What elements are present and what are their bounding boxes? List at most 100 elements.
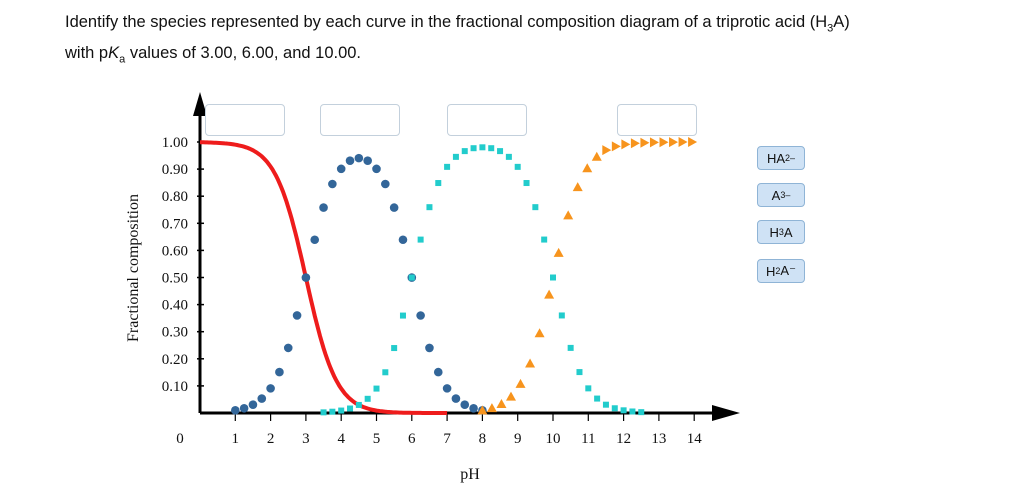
curve-point-series-3: [611, 405, 618, 412]
curve-point-series-2: [469, 403, 478, 413]
curve-point-series-3: [452, 153, 459, 160]
answer-chip-h2a[interactable]: H 2 A⁻: [757, 259, 805, 283]
answer-chip-ha2[interactable]: HA 2–: [757, 146, 805, 170]
chart-axes: [193, 92, 740, 421]
curve-point-series-4: [515, 378, 526, 388]
curve-point-series-2: [425, 343, 434, 353]
curve-point-series-3: [550, 274, 556, 281]
curve-point-series-4: [477, 405, 488, 415]
x-tick-label: 13: [651, 431, 666, 447]
curve-point-series-2: [266, 384, 275, 393]
curve-point-series-3: [576, 369, 583, 376]
y-axis-title: Fractional composition: [125, 194, 142, 342]
curve-point-series-4: [678, 137, 688, 148]
chart-ticks: 1.00 0.90 0.80 0.70 0.60 0.50 0.40 0.30 0.20 0.10…: [162, 135, 702, 447]
y-tick-label: 0.20: [162, 352, 188, 368]
y-tick-label: 0.90: [162, 162, 188, 178]
x-tick-label: 8: [479, 431, 487, 447]
curve-point-series-3: [444, 163, 451, 170]
question-line-2: with pKa values of 3.00, 6.00, and 10.00…: [65, 44, 362, 66]
drop-target-1[interactable]: [205, 104, 285, 136]
curve-line-series-1: [200, 140, 448, 415]
curve-point-series-3: [638, 409, 645, 416]
curve-point-series-4: [534, 328, 545, 338]
curve-point-series-4: [621, 139, 631, 150]
drop-target-4[interactable]: [617, 104, 697, 136]
drop-target-2[interactable]: [320, 104, 400, 136]
curve-point-series-3: [320, 409, 327, 416]
curve-point-series-2: [257, 394, 267, 403]
x-tick-label: 12: [616, 431, 631, 447]
curve-point-series-4: [611, 141, 621, 152]
x-tick-label: 3: [302, 431, 310, 447]
curve-point-series-3: [382, 369, 389, 376]
curve-point-series-3: [594, 395, 601, 402]
curve-point-series-2: [398, 235, 408, 245]
curve-point-series-2: [239, 403, 249, 413]
x-tick-label: 11: [581, 431, 595, 447]
curve-point-series-2: [345, 156, 355, 165]
y-tick-label: 0.80: [162, 189, 188, 205]
y-tick-label: 0.50: [162, 271, 188, 287]
x-tick-label: 9: [514, 431, 522, 447]
curve-point-series-3: [541, 236, 548, 243]
x-axis-arrow: [712, 405, 740, 421]
curve-point-series-4: [563, 210, 574, 220]
x-tick-label: 10: [546, 431, 561, 447]
curve-point-series-3: [585, 385, 592, 392]
curve-point-series-3: [435, 180, 442, 187]
curve-point-series-2: [389, 203, 399, 212]
curve-point-series-4: [640, 137, 650, 148]
curve-point-series-2: [442, 384, 452, 393]
curve-point-series-3: [488, 145, 495, 152]
curve-point-series-2: [416, 311, 425, 320]
curve-point-series-3: [558, 312, 565, 319]
curve-point-series-3: [479, 144, 486, 151]
curve-point-series-2: [248, 400, 258, 409]
curve-point-series-3: [338, 407, 345, 414]
curve-point-series-3: [523, 180, 530, 187]
curve-point-series-4: [630, 138, 640, 149]
y-tick-label: 0.30: [162, 325, 188, 341]
y-tick-label: 0.60: [162, 243, 188, 259]
curve-point-series-3: [426, 204, 433, 211]
curve-point-series-3: [470, 145, 477, 152]
curve-point-series-2: [328, 179, 337, 189]
curve-point-series-4: [496, 398, 507, 408]
curve-point-series-3: [408, 274, 415, 281]
curve-point-series-4: [582, 163, 593, 173]
curve-point-series-3: [461, 148, 468, 155]
drop-target-3[interactable]: [447, 104, 527, 136]
curve-point-series-4: [602, 145, 612, 156]
curve-point-series-3: [505, 153, 512, 160]
curve-point-series-3: [514, 163, 521, 170]
x-tick-label: 14: [687, 431, 703, 447]
curve-point-series-4: [486, 403, 497, 413]
curve-point-series-4: [505, 391, 516, 401]
curve-point-series-2: [372, 164, 381, 174]
curve-point-series-4: [544, 289, 555, 299]
curve-point-series-4: [659, 137, 669, 148]
curve-point-series-4: [688, 137, 698, 148]
y-axis-arrow: [193, 92, 207, 116]
curve-point-series-2: [319, 203, 328, 212]
curve-point-series-3: [532, 204, 539, 211]
curve-point-series-3: [602, 401, 609, 408]
answer-chip-a3[interactable]: A 3–: [757, 183, 805, 207]
x-tick-label: 5: [373, 431, 381, 447]
curve-point-series-2: [275, 367, 284, 377]
curve-point-series-2: [336, 164, 346, 174]
curve-point-series-3: [629, 408, 636, 415]
curve-point-series-3: [399, 312, 406, 319]
curve-point-series-3: [329, 408, 336, 415]
curve-point-series-4: [591, 151, 602, 161]
y-tick-label: 1.00: [162, 135, 188, 151]
curve-point-series-4: [572, 182, 583, 192]
x-tick-label: 6: [408, 431, 416, 447]
x-tick-label: 2: [267, 431, 275, 447]
curve-point-series-2: [231, 406, 240, 415]
curve-point-series-4: [525, 358, 536, 368]
curve-point-series-2: [451, 394, 461, 403]
